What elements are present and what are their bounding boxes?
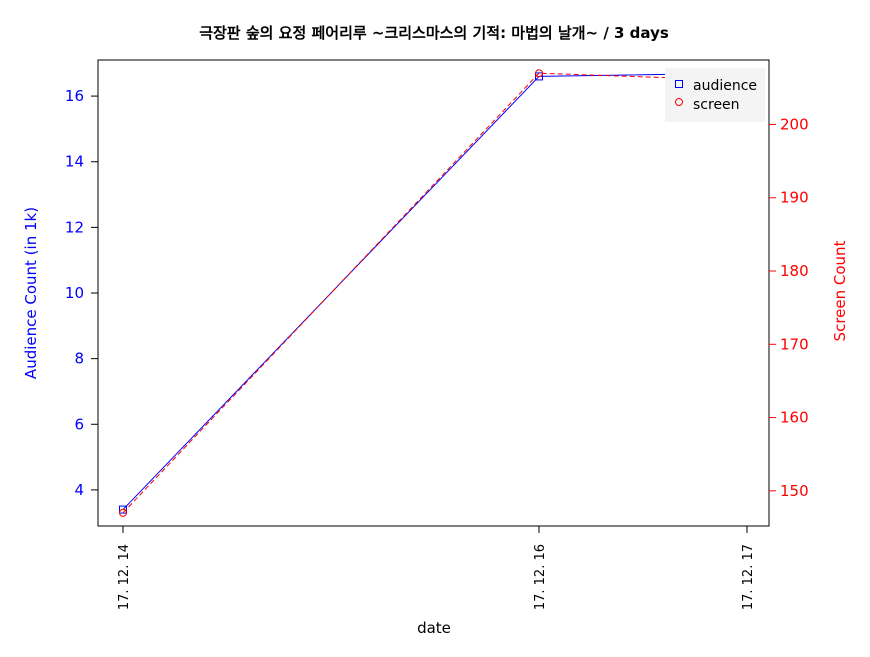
legend-screen-marker [675,98,683,106]
point-screen [535,69,543,78]
plot-frame [97,59,770,527]
right-y-axis: 150 160 170 180 190 200 [769,115,809,500]
series-line-screen [122,72,748,514]
right-axis-label: Screen Count [831,240,849,341]
left-y-axis: 4 6 8 10 12 14 16 [65,87,98,499]
legend-audience-label: audience [693,78,757,94]
right-tick-label: 160 [780,409,809,427]
right-tick-label: 150 [780,482,809,500]
left-axis-label: Audience Count (in 1k) [22,207,40,379]
left-tick-label: 6 [74,415,84,433]
x-tick-label: 17. 12. 16 [533,544,548,610]
point-screen [119,508,127,517]
left-tick-label: 10 [65,284,84,302]
x-axis: 17. 12. 14 17. 12. 16 17. 12. 17 [117,526,756,610]
series-line-audience [122,72,748,510]
x-tick-label: 17. 12. 14 [117,544,132,610]
left-tick-label: 16 [65,87,84,105]
left-tick-label: 4 [74,481,84,499]
legend-audience-marker [675,80,683,88]
right-tick-label: 200 [780,115,809,133]
x-tick-label: 17. 12. 17 [741,544,756,610]
left-tick-label: 8 [74,350,84,368]
chart-title: 극장판 숲의 요정 페어리루 ~크리스마스의 기적: 마법의 날개~ / 3 d… [199,24,669,42]
left-tick-label: 14 [65,153,84,171]
right-tick-label: 190 [780,189,809,207]
legend-box [665,68,765,122]
x-axis-label: date [417,619,451,637]
legend-screen-label: screen [693,97,740,113]
legend: audience screen [665,68,765,122]
series-layer [119,69,751,517]
left-tick-label: 12 [65,218,84,236]
right-tick-label: 180 [780,262,809,280]
right-tick-label: 170 [780,335,809,353]
